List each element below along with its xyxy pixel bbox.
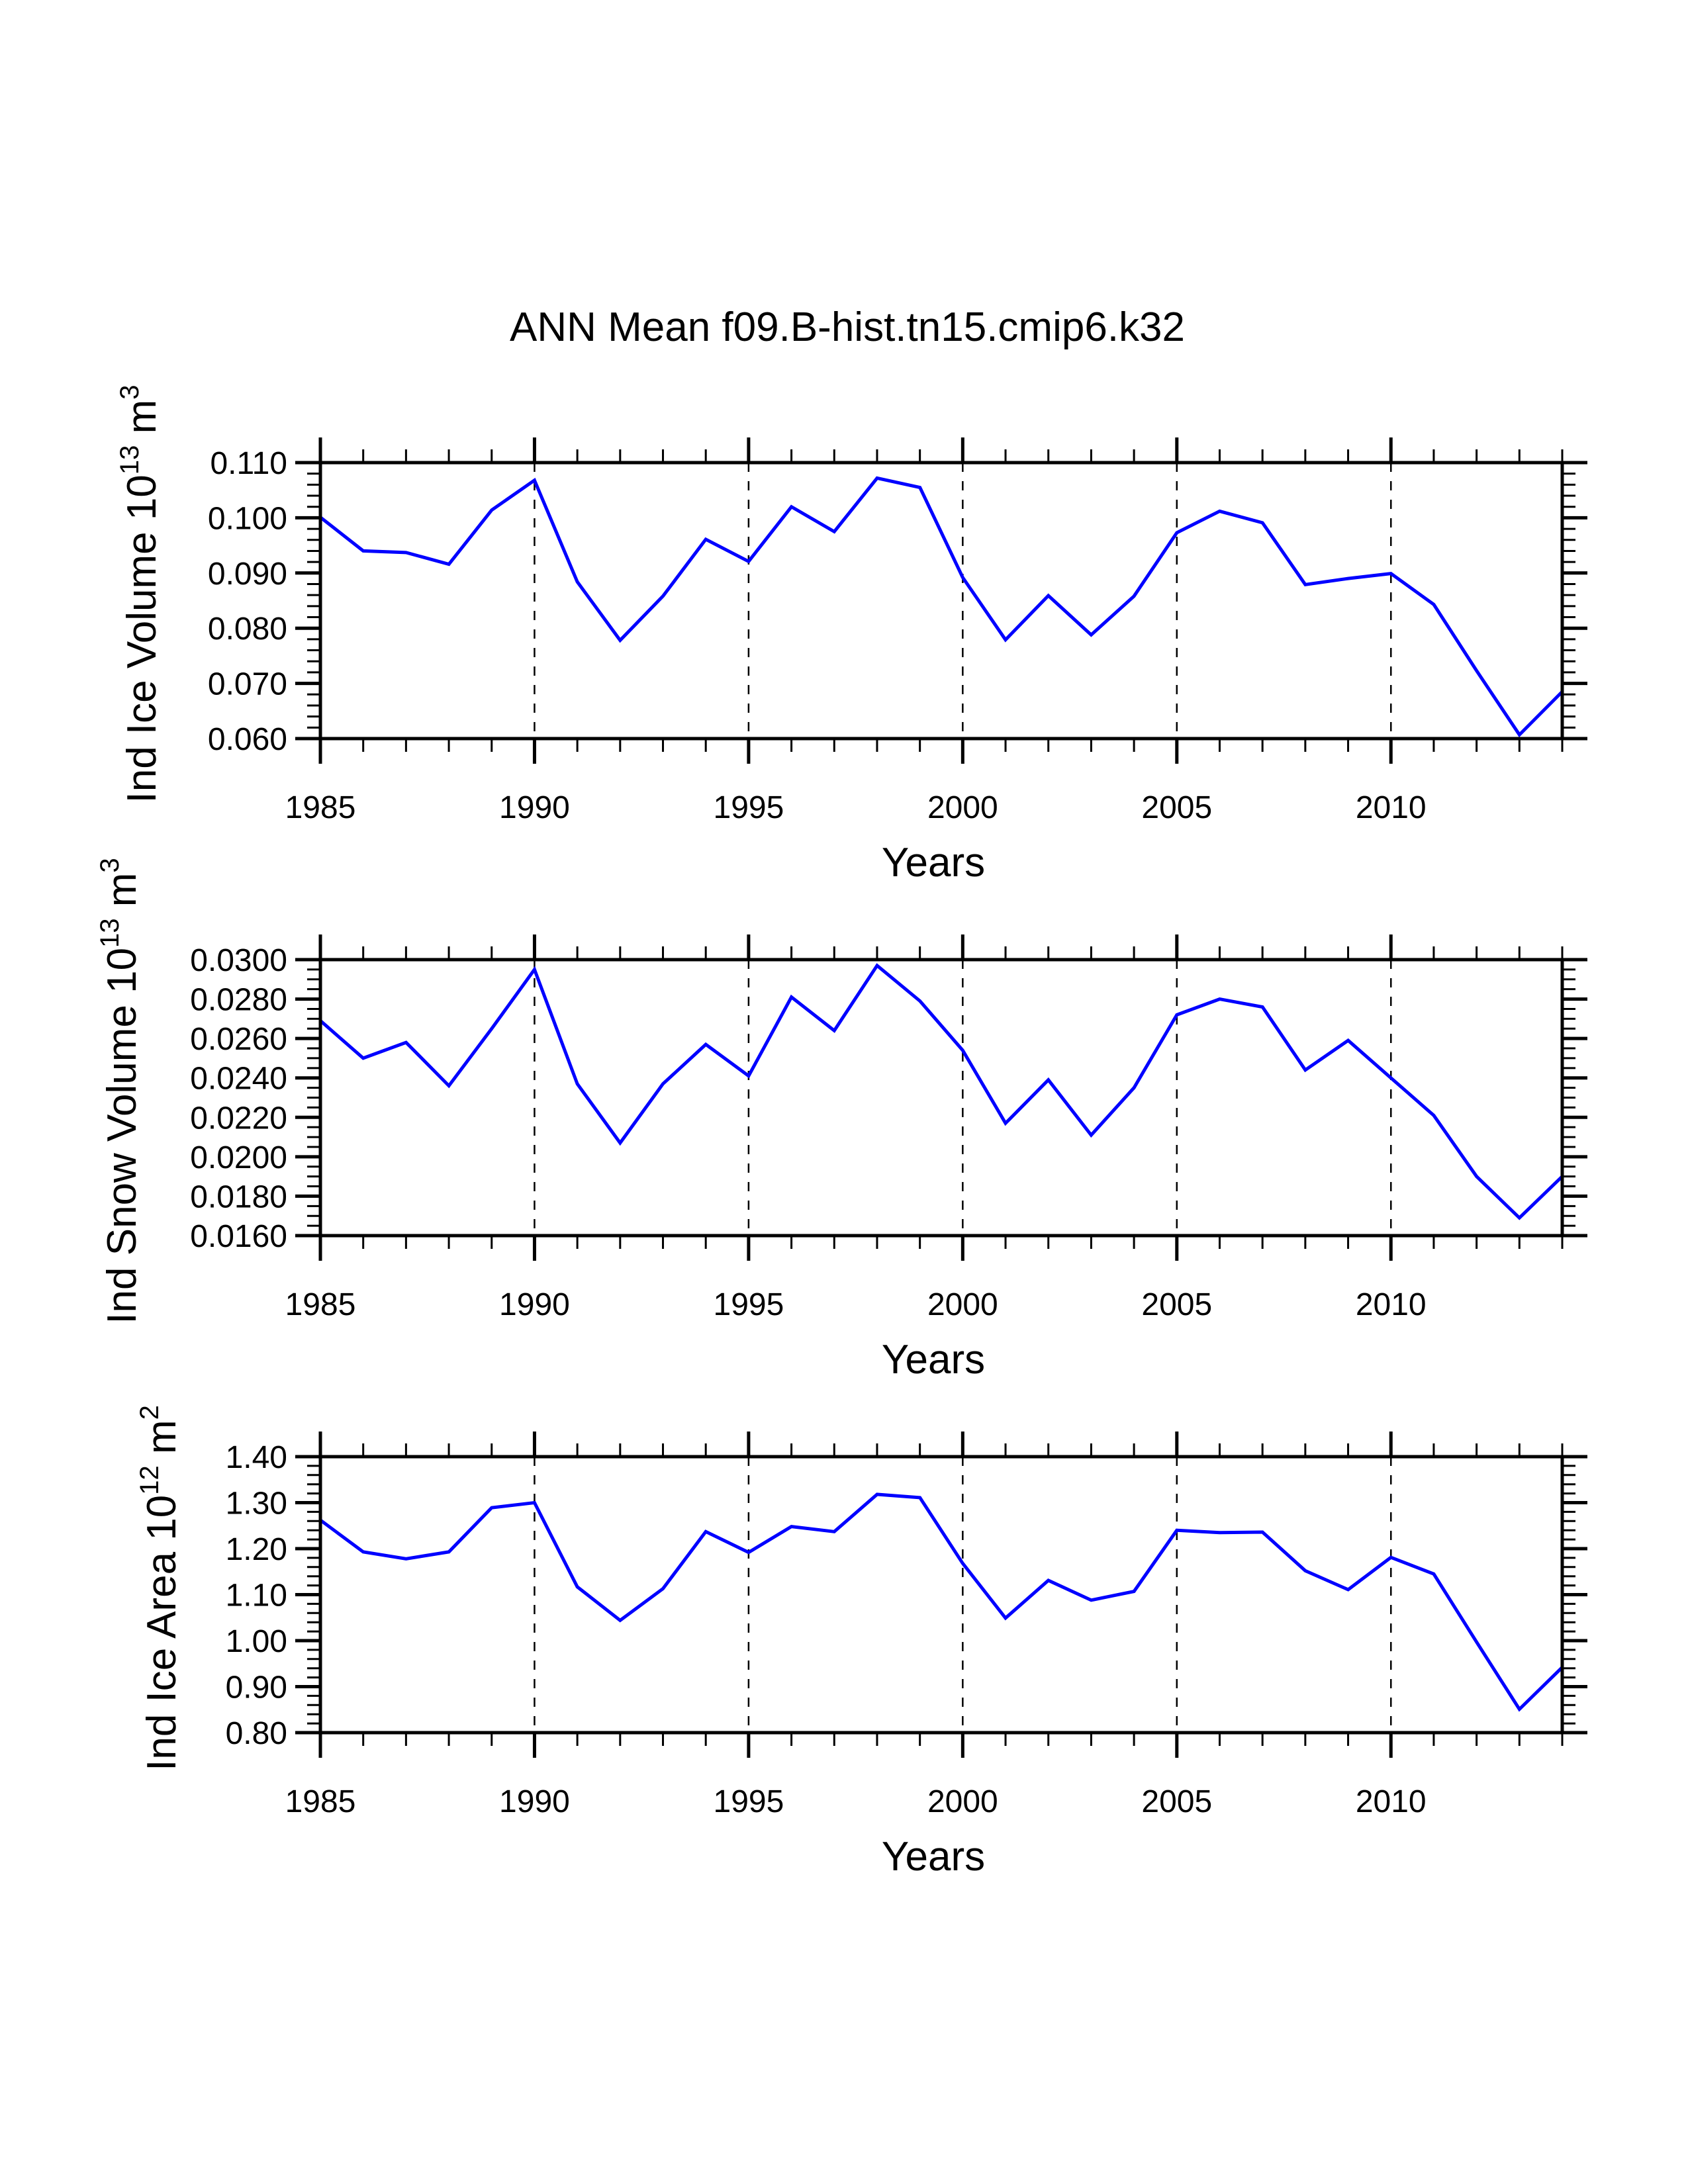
y-axis-label: Ind Ice Area 1012 m2 [135,1405,185,1771]
y-tick-label: 0.80 [226,1716,287,1751]
y-axis-label-exponent: 12 [135,1465,164,1495]
y-axis-label-text: Ind Ice Volume 10 [119,475,165,803]
panels: 0.060 0.070 0.080 0.090 0.100 0.110 1985 1990 19… [95,385,1587,1880]
y-tick-label: 0.100 [208,501,287,536]
panel-2: 0.0160 0.0180 0.0200 0.0220 0.0240 0.0260 0.02… [95,858,1587,1383]
y-axis-label-unit: m [139,1420,185,1465]
y-tick-label: 0.0160 [190,1219,287,1254]
y-tick-label: 1.40 [226,1440,287,1475]
x-tick-label: 2000 [927,1784,998,1819]
x-tick-label: 2010 [1356,1784,1427,1819]
panel-1: 0.060 0.070 0.080 0.090 0.100 0.110 1985 1990 19… [115,385,1587,886]
y-tick-label: 0.090 [208,557,287,592]
y-axis-label-unit: m [99,873,145,919]
x-tick-label: 2010 [1356,790,1427,825]
y-axis-label: Ind Ice Volume 1013 m3 [115,385,165,803]
data-line [319,963,1564,1220]
chart-title: ANN Mean f09.B-hist.tn15.cmip6.k32 [510,304,1185,350]
x-axis-label: Years [882,1834,985,1880]
x-tick-label: 2005 [1141,1784,1212,1819]
y-tick-label: 0.0300 [190,943,287,978]
y-axis-label-text: Ind Snow Volume 10 [99,948,145,1324]
y-axis-label-unit-exponent: 3 [115,385,144,400]
y-tick-label: 1.20 [226,1532,287,1567]
y-tick-label: 0.90 [226,1670,287,1706]
x-tick-label: 1990 [499,1287,570,1322]
y-tick-label: 0.080 [208,612,287,647]
x-tick-label: 1990 [499,790,570,825]
x-axis-label: Years [882,840,985,886]
data-line [319,476,1564,738]
x-tick-label: 2005 [1141,1287,1212,1322]
y-tick-label: 0.060 [208,722,287,757]
y-tick-label: 0.070 [208,667,287,702]
y-axis-label-text: Ind Ice Area 10 [139,1495,185,1771]
y-axis-label-exponent: 13 [95,918,124,948]
x-tick-label: 1985 [285,1287,356,1322]
x-tick-label: 2000 [927,1287,998,1322]
y-tick-label: 1.30 [226,1486,287,1522]
x-tick-label: 2005 [1141,790,1212,825]
y-axis-label: Ind Snow Volume 1013 m3 [95,858,145,1324]
x-tick-label: 1995 [714,1287,784,1322]
y-tick-label: 0.0220 [190,1101,287,1136]
y-tick-label: 0.0260 [190,1022,287,1057]
x-tick-label: 1990 [499,1784,570,1819]
y-tick-label: 1.10 [226,1578,287,1614]
x-tick-label: 2000 [927,790,998,825]
y-tick-label: 0.0200 [190,1140,287,1175]
y-tick-label: 1.00 [226,1624,287,1659]
x-tick-label: 1985 [285,790,356,825]
x-tick-label: 1995 [714,790,784,825]
y-axis-label-unit: m [119,400,165,445]
y-tick-label: 0.110 [210,446,287,481]
y-axis-label-unit-exponent: 3 [95,858,124,872]
x-tick-label: 1995 [714,1784,784,1819]
y-tick-label: 0.0180 [190,1179,287,1214]
x-axis-label: Years [882,1337,985,1383]
y-tick-label: 0.0240 [190,1062,287,1097]
y-axis-label-unit-exponent: 2 [135,1405,164,1420]
plot-frame [318,461,1564,741]
y-axis-label-exponent: 13 [115,445,144,475]
x-tick-label: 1985 [285,1784,356,1819]
x-tick-label: 2010 [1356,1287,1427,1322]
y-tick-label: 0.0280 [190,983,287,1018]
data-line [319,1492,1564,1712]
panel-3: 0.80 0.90 1.00 1.10 1.20 1.30 1.40 1985 1990 1995… [135,1405,1587,1880]
